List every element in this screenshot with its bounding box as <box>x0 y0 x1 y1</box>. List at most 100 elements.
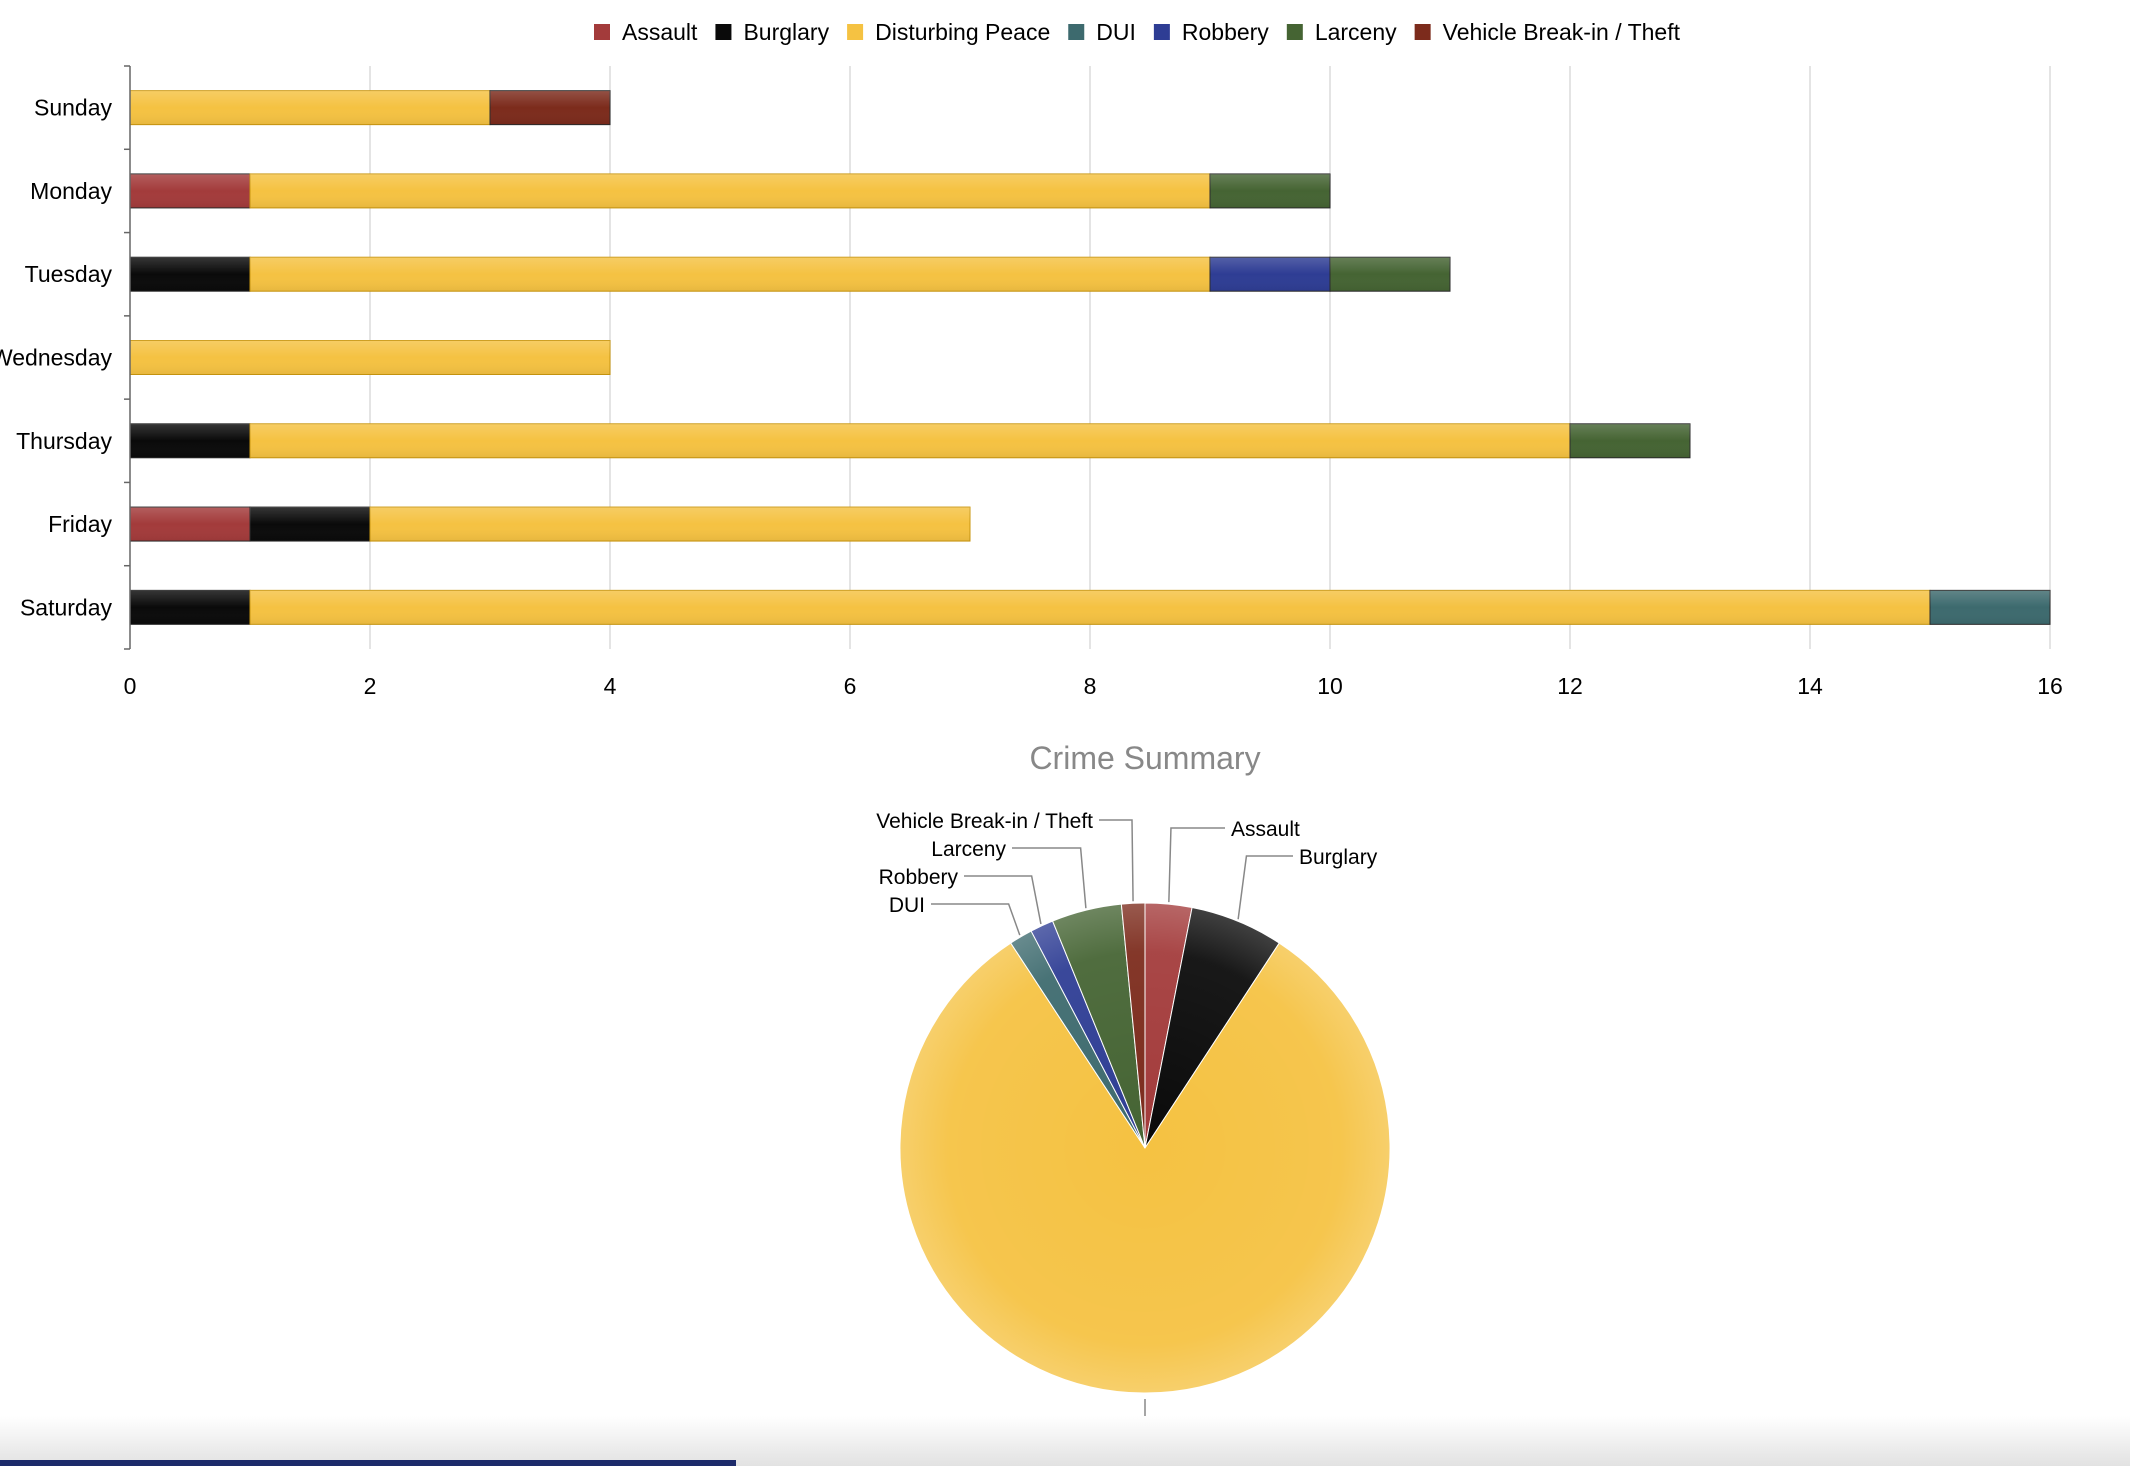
x-tick-label: 4 <box>604 673 617 699</box>
pie-label-text: Assault <box>1231 818 1300 841</box>
pie-label-larceny: Larceny <box>931 838 1087 909</box>
legend-item-larceny[interactable]: Larceny <box>1286 19 1397 45</box>
legend-label: DUI <box>1096 19 1136 45</box>
bar-shine <box>130 173 250 208</box>
bar-shine <box>250 173 1210 208</box>
legend-label: Burglary <box>743 19 829 45</box>
legend-swatch <box>1068 24 1085 40</box>
bar-segment-tuesday-robbery[interactable] <box>1209 256 1331 292</box>
bar-shine <box>1210 257 1330 292</box>
bar-shine <box>130 423 250 458</box>
x-tick-label: 6 <box>844 673 857 699</box>
legend-item-assault[interactable]: Assault <box>594 19 698 45</box>
pie-label-text: Burglary <box>1299 846 1378 869</box>
bar-segment-friday-burglary[interactable] <box>249 506 371 542</box>
x-tick-label: 12 <box>1557 673 1583 699</box>
legend-item-burglary[interactable]: Burglary <box>715 19 830 45</box>
pie-leader-line <box>1012 847 1087 909</box>
bar-segment-tuesday-disturbing-peace[interactable] <box>249 256 1211 292</box>
pie-label-burglary: Burglary <box>1237 846 1378 920</box>
bar-segment-saturday-disturbing-peace[interactable] <box>249 589 1931 625</box>
bar-segment-thursday-burglary[interactable] <box>129 423 251 459</box>
bar-shine <box>370 507 970 542</box>
x-tick-label: 2 <box>364 673 377 699</box>
y-tick-label-saturday: Saturday <box>20 594 113 620</box>
pie-leader-line <box>1099 819 1134 902</box>
bar-segment-tuesday-larceny[interactable] <box>1329 256 1451 292</box>
y-tick-label-monday: Monday <box>30 178 112 204</box>
pie-label-vehicle-break-in-theft: Vehicle Break-in / Theft <box>876 810 1134 902</box>
x-tick-label: 0 <box>124 673 137 699</box>
bar-segment-monday-disturbing-peace[interactable] <box>249 173 1211 209</box>
bar-shine <box>1210 173 1330 208</box>
x-tick-label: 14 <box>1797 673 1823 699</box>
legend-swatch <box>594 24 610 40</box>
legend-swatch <box>1414 24 1431 40</box>
bar-segment-sunday-vehicle-break-in-theft[interactable] <box>489 90 611 126</box>
bar-shine <box>1570 423 1690 458</box>
y-tick-label-tuesday: Tuesday <box>25 261 113 287</box>
pie-label-text: Vehicle Break-in / Theft <box>876 810 1093 833</box>
bar-segment-thursday-larceny[interactable] <box>1569 423 1691 459</box>
pie-leader-line <box>964 875 1042 925</box>
legend: Assault Burglary Disturbing Peace DUI Robber… <box>594 19 1681 45</box>
legend-label: Robbery <box>1182 19 1269 45</box>
pie-label-text: Robbery <box>879 866 959 889</box>
pie-leader-line <box>1237 855 1293 920</box>
y-tick-label-sunday: Sunday <box>34 95 113 121</box>
y-tick-label-thursday: Thursday <box>16 428 112 454</box>
grid-lines <box>369 66 2051 649</box>
pie-label-text: DUI <box>889 894 925 917</box>
bar-segment-wednesday-disturbing-peace[interactable] <box>129 340 611 375</box>
pie-leader-line <box>931 903 1021 936</box>
legend-label: Vehicle Break-in / Theft <box>1443 19 1681 45</box>
y-tick-label-friday: Friday <box>48 511 112 537</box>
bar-segment-thursday-disturbing-peace[interactable] <box>249 423 1571 459</box>
pie-leader-line <box>1168 827 1225 903</box>
y-tick-label-wednesday: Wednesday <box>0 345 112 371</box>
pie-label-assault: Assault <box>1168 818 1300 903</box>
x-tick-label: 10 <box>1317 673 1343 699</box>
bar-shine <box>250 257 1210 292</box>
pie-shading <box>900 903 1390 1393</box>
pie-chart: Crime Summary AssaultBurglaryDisturbing … <box>876 740 1430 1464</box>
pie-label-dui: DUI <box>889 894 1021 936</box>
pie-label-robbery: Robbery <box>879 866 1042 925</box>
axes: Sunday Monday Tuesday Wednesday Thursday Frid… <box>0 65 2063 699</box>
legend-label: Disturbing Peace <box>875 19 1050 45</box>
bar-shine <box>130 507 250 542</box>
bar-segment-monday-larceny[interactable] <box>1209 173 1331 209</box>
x-tick-label: 8 <box>1084 673 1097 699</box>
bar-shine <box>250 507 370 542</box>
bar-shine <box>130 590 250 625</box>
bar-shine <box>130 257 250 292</box>
legend-swatch <box>1153 24 1170 40</box>
legend-item-robbery[interactable]: Robbery <box>1153 19 1269 45</box>
bar-segment-friday-disturbing-peace[interactable] <box>369 506 971 542</box>
bar-segment-tuesday-burglary[interactable] <box>129 256 251 292</box>
legend-label: Larceny <box>1315 19 1397 45</box>
bar-shine <box>1330 257 1450 292</box>
legend-item-disturbing-peace[interactable]: Disturbing Peace <box>847 19 1050 45</box>
bar-segment-monday-assault[interactable] <box>129 173 251 209</box>
bar-segment-saturday-dui[interactable] <box>1929 589 2051 625</box>
bottom-progress-line <box>0 1460 736 1466</box>
bar-segment-friday-assault[interactable] <box>129 506 251 542</box>
legend-swatch <box>847 24 864 40</box>
bar-segment-saturday-burglary[interactable] <box>129 589 251 625</box>
bar-shine <box>250 590 1930 625</box>
bar-shine <box>130 340 610 375</box>
legend-label: Assault <box>622 19 698 45</box>
bar-segment-sunday-disturbing-peace[interactable] <box>129 90 491 126</box>
bar-shine <box>490 90 610 125</box>
x-tick-label: 16 <box>2037 673 2063 699</box>
bottom-toolbar <box>0 1416 2130 1466</box>
legend-swatch <box>715 24 732 40</box>
pie-label-text: Larceny <box>931 838 1006 861</box>
pie-title: Crime Summary <box>1029 740 1260 776</box>
legend-item-vehicle-break-in-theft[interactable]: Vehicle Break-in / Theft <box>1414 19 1681 45</box>
legend-item-dui[interactable]: DUI <box>1068 19 1136 45</box>
bar-shine <box>250 423 1570 458</box>
legend-swatch <box>1286 24 1303 40</box>
